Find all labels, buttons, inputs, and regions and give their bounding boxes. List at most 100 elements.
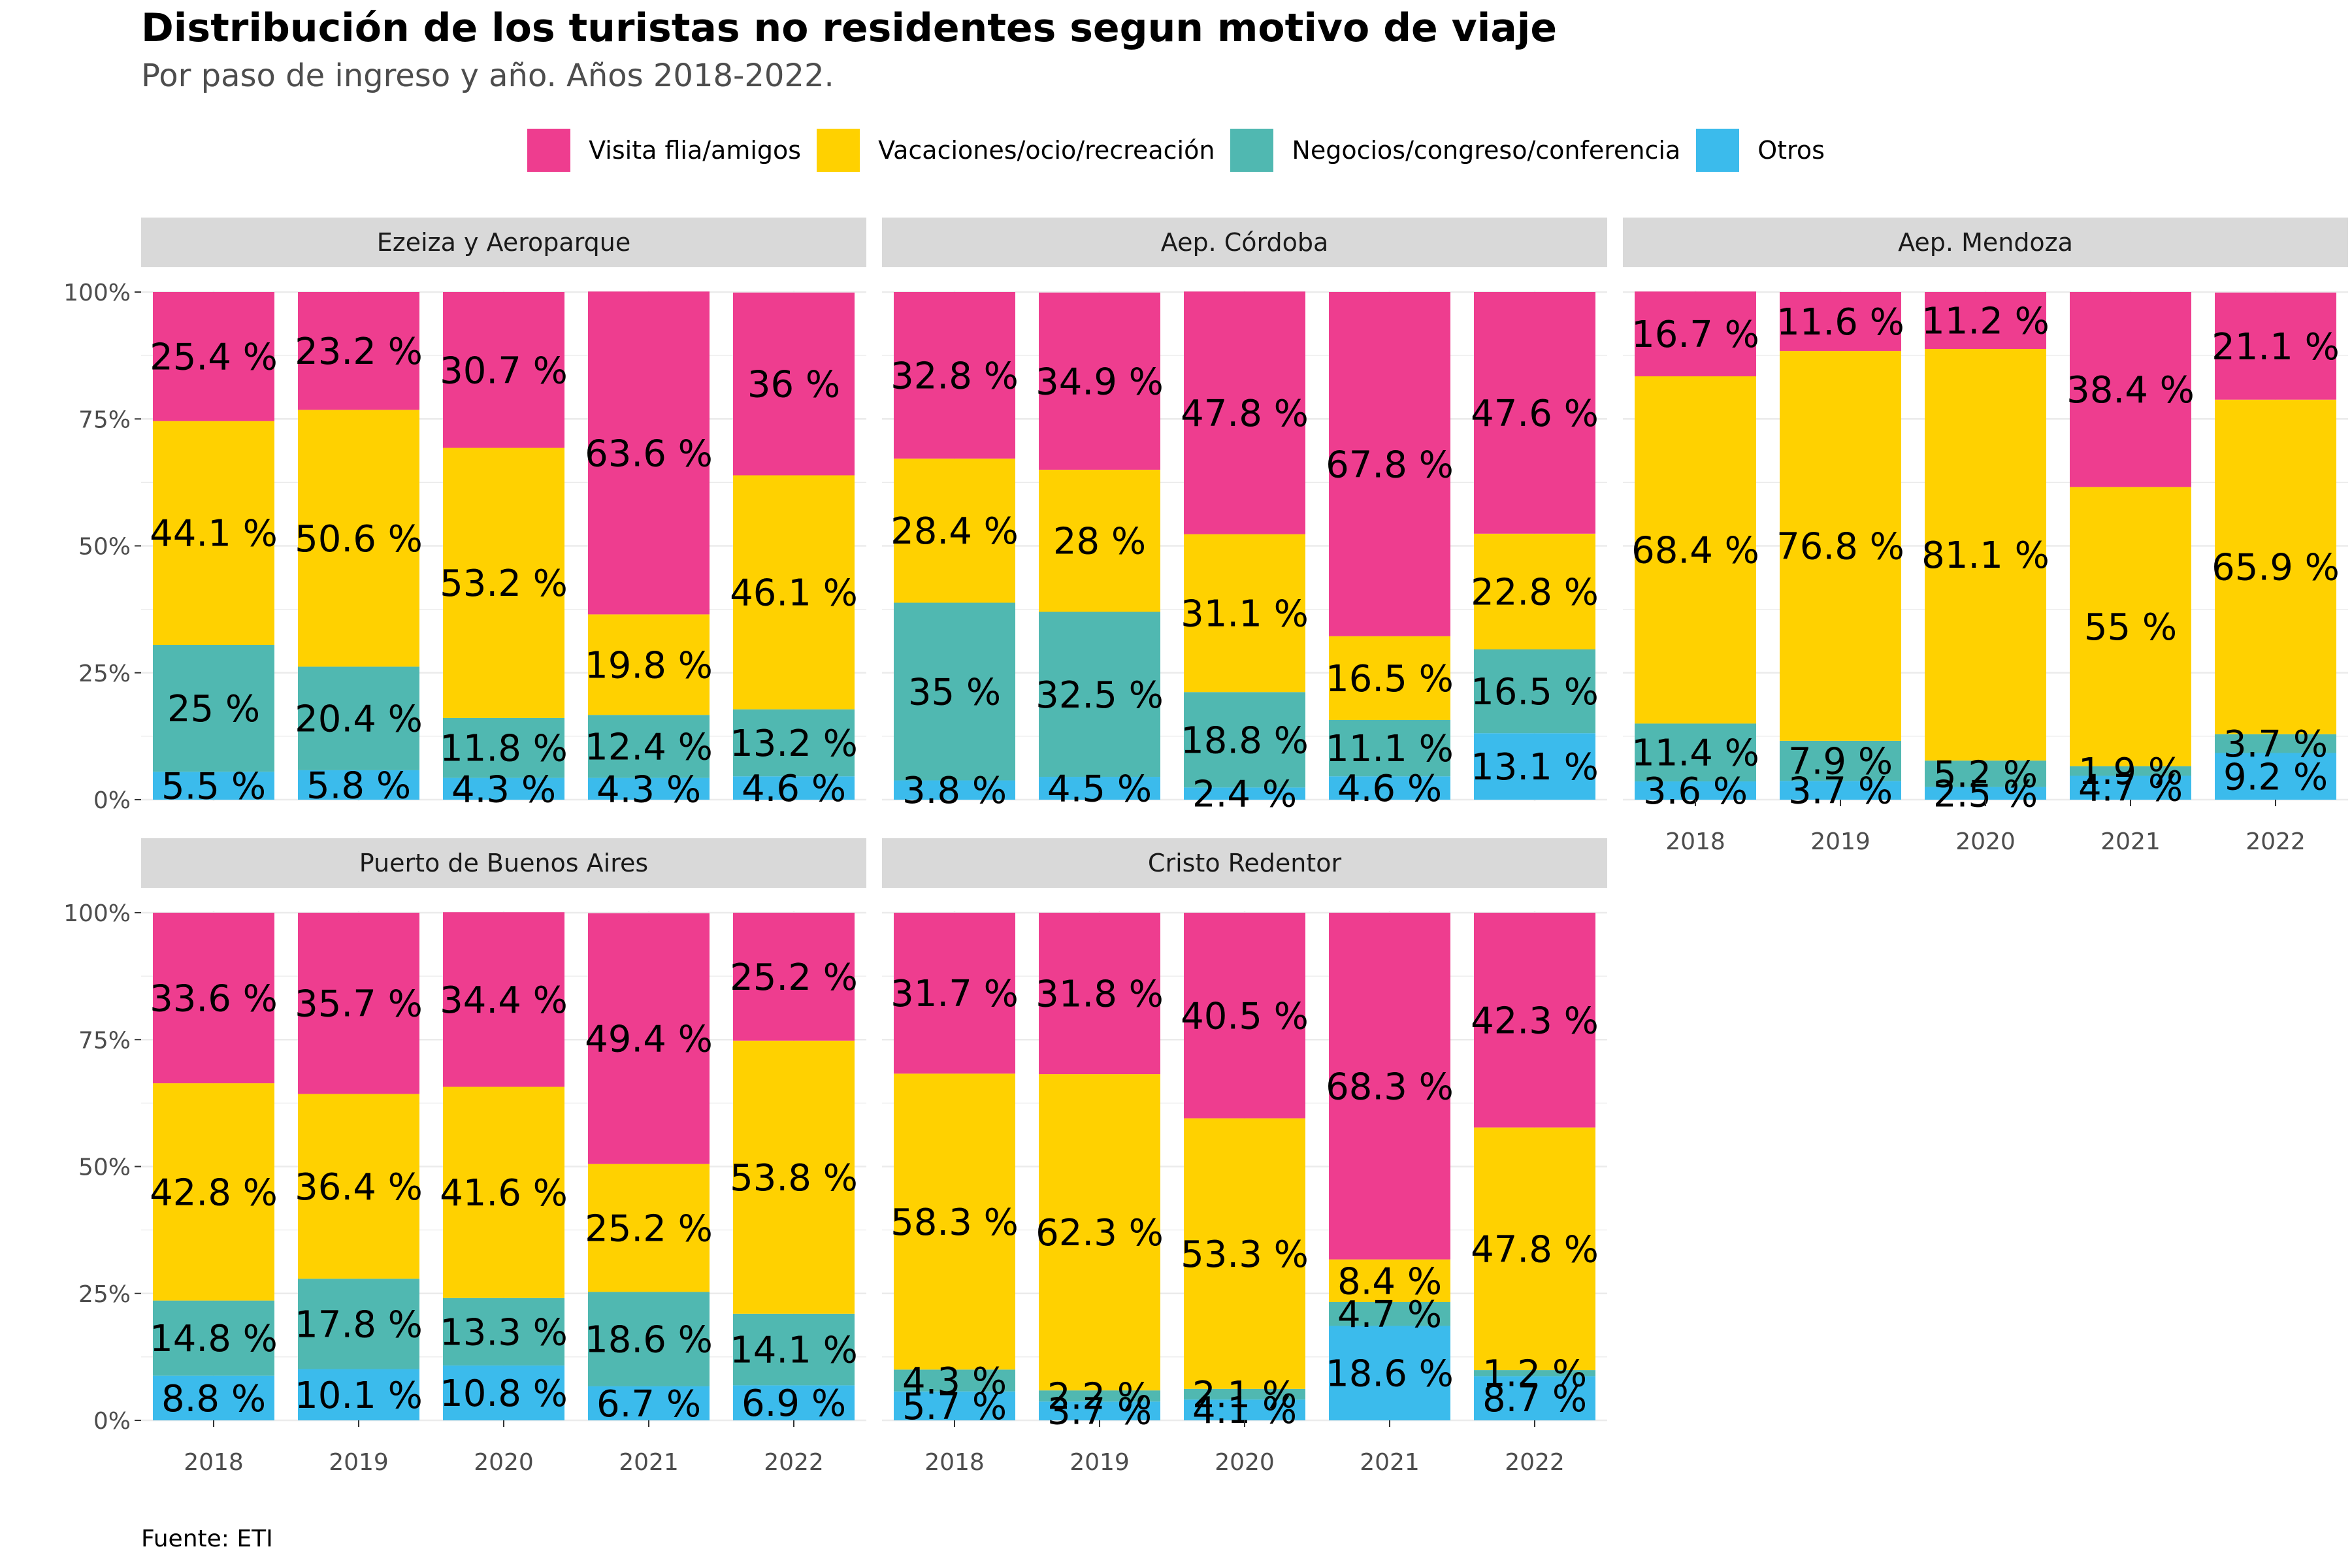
bar-negocios-congreso-conferencia-2018 [153,1300,274,1376]
data-label: 5.2 % [1933,753,2038,796]
panel-strip [882,218,1607,267]
y-tick-label: 25% [78,1281,131,1308]
data-label: 32.5 % [1036,674,1164,717]
y-tick-label: 0% [93,787,131,814]
data-label: 55 % [2084,606,2177,649]
data-label: 6.9 % [742,1382,846,1425]
data-label: 62.3 % [1036,1212,1164,1254]
data-label: 3.7 % [2223,723,2328,766]
data-label: 23.2 % [295,331,423,373]
data-label: 17.8 % [295,1303,423,1346]
panel-title: Cristo Redentor [1148,849,1342,877]
bar-visita-flia-amigos-2020 [1184,291,1305,534]
data-label: 42.3 % [1471,1000,1599,1042]
bar-vacaciones-ocio-recreacion-2020 [1925,349,2046,761]
data-label: 47.6 % [1471,393,1599,435]
bar-vacaciones-ocio-recreacion-2018 [894,458,1015,603]
bar-visita-flia-amigos-2020 [1184,913,1305,1119]
legend-item-visita: Visita flia/amigos [527,129,801,172]
legend-item-negocios: Negocios/congreso/conferencia [1230,129,1680,172]
bar-vacaciones-ocio-recreacion-2022 [2215,399,2336,734]
bar-visita-flia-amigos-2018 [153,913,274,1084]
bar-otros-2019 [298,770,419,800]
bar-vacaciones-ocio-recreacion-2021 [2070,487,2191,766]
bar-otros-2021 [588,777,710,800]
bar-visita-flia-amigos-2022 [733,913,855,1041]
bar-otros-2021 [1329,1326,1450,1420]
y-tick-label: 50% [78,534,131,561]
bar-vacaciones-ocio-recreacion-2022 [733,1040,855,1314]
bar-visita-flia-amigos-2021 [1329,292,1450,636]
bar-vacaciones-ocio-recreacion-2018 [153,1083,274,1301]
data-label: 47.8 % [1181,393,1309,435]
bar-otros-2020 [443,777,564,800]
bar-negocios-congreso-conferencia-2019 [1039,612,1160,777]
bar-vacaciones-ocio-recreacion-2018 [153,421,274,645]
bar-vacaciones-ocio-recreacion-2018 [1635,376,1756,724]
x-tick-label: 2018 [184,1449,244,1476]
data-label: 30.7 % [440,350,568,392]
bar-vacaciones-ocio-recreacion-2021 [588,1164,710,1292]
data-label: 34.4 % [440,979,568,1022]
data-label: 6.7 % [596,1383,701,1426]
data-label: 4.5 % [1047,768,1152,811]
bar-vacaciones-ocio-recreacion-2019 [1039,1074,1160,1391]
bar-negocios-congreso-conferencia-2022 [733,1313,855,1386]
panel-aep-mendoza: Aep. Mendoza 3.6 %11.4 % 68.4 % 16.7 % 3.7 %… [1623,218,2348,855]
legend-key-otros [1696,129,1740,172]
data-label: 4.6 % [1337,768,1442,810]
bar-visita-flia-amigos-2021 [588,291,710,615]
data-label: 41.6 % [440,1172,568,1215]
bar-negocios-congreso-conferencia-2021 [1329,1301,1450,1326]
bar-vacaciones-ocio-recreacion-2022 [1474,533,1595,650]
panel-title: Ezeiza y Aeroparque [377,228,630,257]
data-label: 11.6 % [1776,301,1904,344]
x-tick-label: 2020 [474,1449,534,1476]
legend-key-negocios [1230,129,1274,172]
bar-negocios-congreso-conferencia-2019 [298,1279,419,1369]
data-label: 11.1 % [1326,728,1454,770]
data-label: 35 % [908,671,1001,713]
data-label: 36.4 % [295,1166,423,1209]
bar-otros-2020 [1184,1399,1305,1420]
bar-visita-flia-amigos-2019 [298,292,419,410]
bar-negocios-congreso-conferencia-2021 [588,715,710,778]
data-label: 65.9 % [2212,547,2340,589]
bar-negocios-congreso-conferencia-2021 [2070,766,2191,776]
data-label: 8.4 % [1337,1260,1442,1303]
x-tick-label: 2022 [764,1449,824,1476]
legend-label-visita: Visita flia/amigos [589,136,802,165]
panel-title: Puerto de Buenos Aires [359,849,648,877]
chart-title: Distribución de los turistas no resident… [141,5,1558,51]
data-label: 31.7 % [890,973,1019,1015]
data-label: 68.3 % [1326,1066,1454,1108]
data-label: 2.1 % [1192,1374,1297,1416]
data-label: 4.3 % [902,1360,1007,1403]
y-tick-label: 75% [78,406,131,433]
bar-vacaciones-ocio-recreacion-2019 [1039,469,1160,612]
bar-vacaciones-ocio-recreacion-2020 [1184,534,1305,693]
data-label: 14.8 % [150,1318,278,1360]
data-label: 13.2 % [730,723,858,765]
bar-otros-2022 [733,1385,855,1420]
bar-vacaciones-ocio-recreacion-2019 [1780,351,1901,741]
legend-label-otros: Otros [1757,136,1825,165]
legend-key-vacaciones [817,129,860,172]
data-label: 53.3 % [1181,1233,1309,1276]
data-label: 8.8 % [161,1378,266,1420]
bar-negocios-congreso-conferencia-2022 [1474,649,1595,734]
bar-otros-2022 [1474,1376,1595,1420]
bar-otros-2018 [1635,781,1756,800]
bar-negocios-congreso-conferencia-2022 [733,709,855,777]
data-label: 68.4 % [1631,530,1759,572]
bar-visita-flia-amigos-2020 [443,292,564,448]
data-label: 25.2 % [730,956,858,999]
bar-visita-flia-amigos-2019 [1039,292,1160,470]
chart-caption: Fuente: ETI [141,1526,273,1552]
data-label: 12.4 % [585,726,713,768]
data-label: 4.3 % [596,768,701,811]
bar-visita-flia-amigos-2022 [1474,292,1595,534]
data-label: 21.1 % [2212,326,2340,368]
data-label: 25.4 % [150,336,278,379]
data-label: 28 % [1053,521,1146,563]
